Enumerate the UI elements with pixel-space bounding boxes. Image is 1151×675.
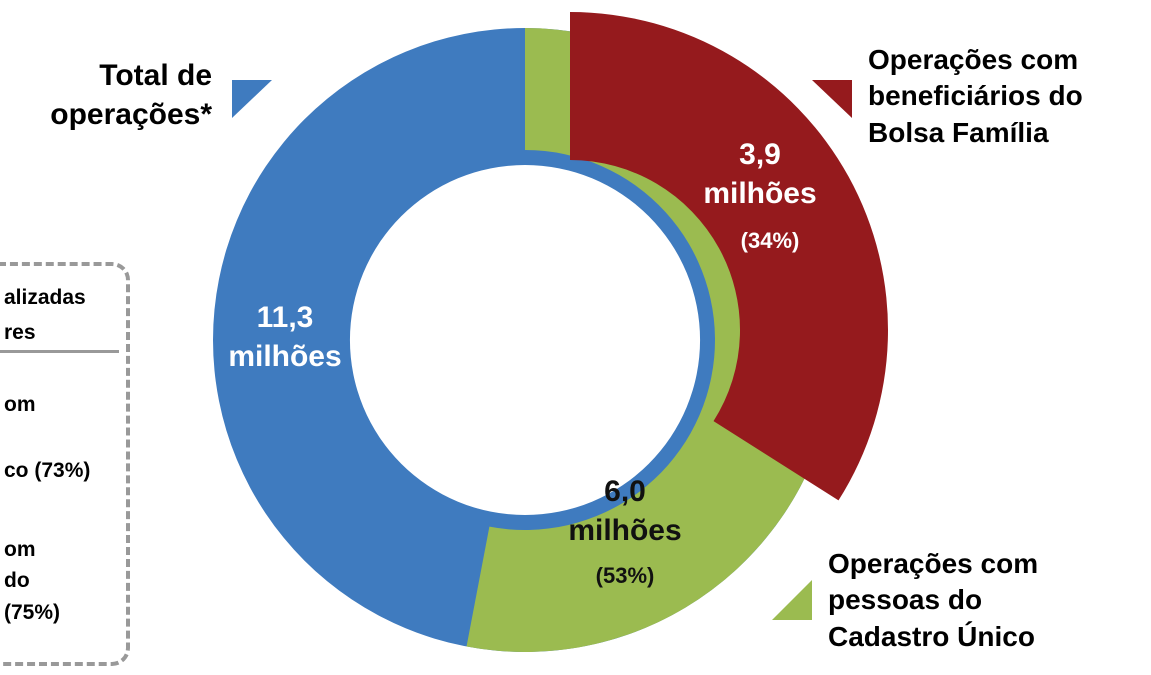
note-text: co (73%) bbox=[4, 459, 91, 482]
donut-segment bbox=[570, 12, 888, 501]
value-label: 3,9 milhões bbox=[703, 138, 817, 210]
note-text: do bbox=[4, 569, 30, 592]
legend-label: Operações com beneficiários do Bolsa Fam… bbox=[868, 44, 1083, 148]
note-text: res bbox=[4, 321, 36, 344]
legend-marker bbox=[772, 580, 812, 620]
note-text: om bbox=[4, 538, 36, 561]
note-text: alizadas bbox=[4, 286, 86, 309]
value-label: 6,0 milhões bbox=[568, 475, 682, 547]
divider bbox=[0, 350, 119, 353]
percent-label: (34%) bbox=[740, 228, 800, 253]
value-label: 11,3 milhões bbox=[228, 301, 342, 373]
percent-label: (53%) bbox=[595, 563, 655, 588]
note-text: (75%) bbox=[4, 601, 61, 624]
legend-label: Operações com pessoas do Cadastro Único bbox=[828, 548, 1039, 652]
legend-marker bbox=[232, 80, 272, 118]
legend-marker bbox=[812, 80, 852, 118]
note-text: om bbox=[4, 393, 36, 416]
notes-box: alizadas res om co (73%) om do (75%) bbox=[0, 262, 130, 666]
legend-label: Total de operações* bbox=[50, 59, 212, 131]
